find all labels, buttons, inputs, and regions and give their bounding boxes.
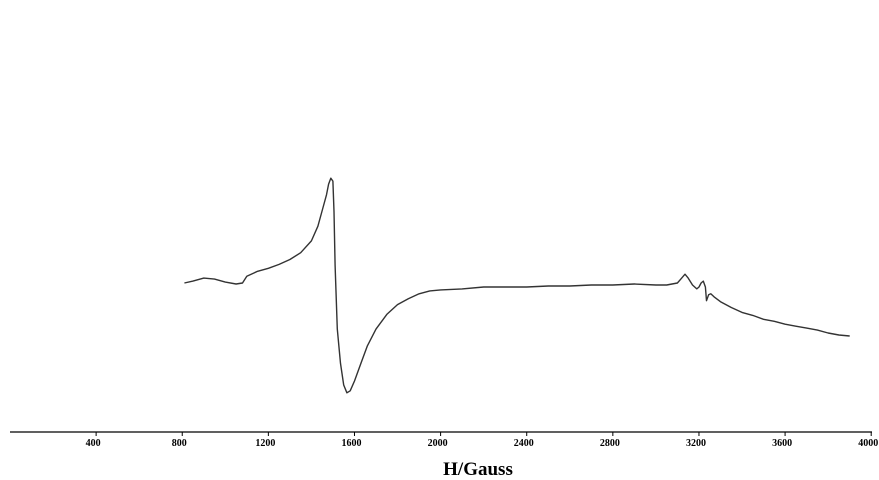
x-tick-label: 3200	[686, 438, 706, 449]
x-tick-label: 2800	[600, 438, 620, 449]
x-tick-label: 400	[86, 438, 101, 449]
spectrum-line	[184, 177, 850, 394]
x-tick-label: 1600	[341, 438, 361, 449]
x-tick-label: 3600	[772, 438, 792, 449]
x-axis-title: H/Gauss	[443, 459, 513, 480]
x-axis-ticks: 400 800 1200 1600 2000 2400 2800 3200 3600 4000	[86, 432, 878, 449]
x-tick-label: 4000	[858, 438, 878, 449]
x-tick-label: 800	[172, 438, 187, 449]
x-tick-label: 1200	[255, 438, 275, 449]
x-tick-label: 2400	[514, 438, 534, 449]
x-tick-label: 2000	[428, 438, 448, 449]
